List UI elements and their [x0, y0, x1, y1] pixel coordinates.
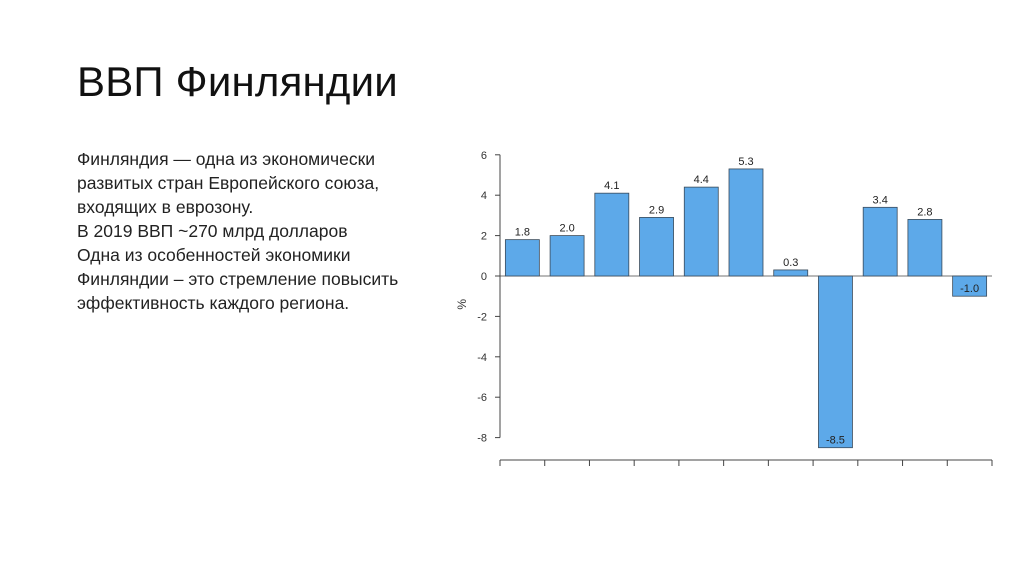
slide-title: ВВП Финляндии: [77, 58, 398, 105]
bar: [639, 217, 674, 277]
bar: [907, 219, 943, 277]
y-tick-label: 2: [481, 231, 487, 243]
bar: [728, 168, 764, 277]
paragraph-line: Финляндии – это стремление повысить: [77, 269, 399, 289]
bar: [773, 269, 809, 277]
y-tick-label: -8: [477, 433, 487, 445]
bar: [504, 239, 540, 277]
paragraph-line: Одна из особенностей экономики: [77, 245, 351, 265]
bar-value-label: 4.4: [694, 174, 709, 186]
bar-value-label: 3.4: [873, 194, 888, 206]
y-axis-label: %: [455, 299, 469, 310]
paragraph-line: развитых стран Европейского союза,: [77, 173, 380, 193]
bar: [952, 275, 988, 297]
bar-value-label: 5.3: [738, 156, 753, 168]
slide-paragraph: Финляндия — одна из экономически развиты…: [77, 147, 447, 315]
bar-value-label: 2.0: [559, 223, 574, 235]
value-labels: 1.8 2.0 4.1 2.9 4.4 5.3 0.3 -8.5 3.4 2.8 -1.0: [515, 156, 979, 447]
paragraph-line: Финляндия — одна из экономически: [77, 149, 376, 169]
bars: [504, 168, 988, 449]
bar: [683, 186, 719, 277]
bar: [862, 206, 898, 277]
bar: [549, 235, 585, 277]
bar-value-label: -1.0: [960, 283, 979, 295]
paragraph-line: эффективность каждого региона.: [77, 293, 350, 313]
y-tick-label: -6: [477, 392, 487, 404]
bar: [594, 192, 630, 277]
y-axis: 6 4 2 0 -2 -4 -6 -8: [477, 150, 501, 445]
bar-value-label: 0.3: [783, 257, 798, 269]
y-tick-label: -4: [477, 352, 487, 364]
bar: [818, 275, 853, 449]
bar-value-label: 2.8: [917, 206, 932, 218]
bar-value-label: 4.1: [604, 180, 619, 192]
paragraph-line: входящих в еврозону.: [77, 197, 254, 217]
x-axis: [499, 275, 993, 466]
y-tick-label: 0: [481, 271, 487, 283]
bar-value-label: 1.8: [515, 227, 530, 239]
y-tick-label: -2: [477, 311, 487, 323]
chart-svg: 6 4 2 0 -2 -4 -6 -8 1.8 2.0 4.1 2.9 4.4 5.3 0.3 -8.5 3.…: [455, 150, 993, 466]
y-tick-label: 4: [481, 190, 487, 202]
bar-value-label: -8.5: [826, 435, 845, 447]
bar-value-label: 2.9: [649, 204, 664, 216]
paragraph-line: В 2019 ВВП ~270 млрд долларов: [77, 221, 348, 241]
gdp-growth-chart: 6 4 2 0 -2 -4 -6 -8 1.8 2.0 4.1 2.9 4.4 5.3 0.3 -8.5 3.…: [440, 140, 1010, 470]
y-tick-label: 6: [481, 150, 487, 162]
